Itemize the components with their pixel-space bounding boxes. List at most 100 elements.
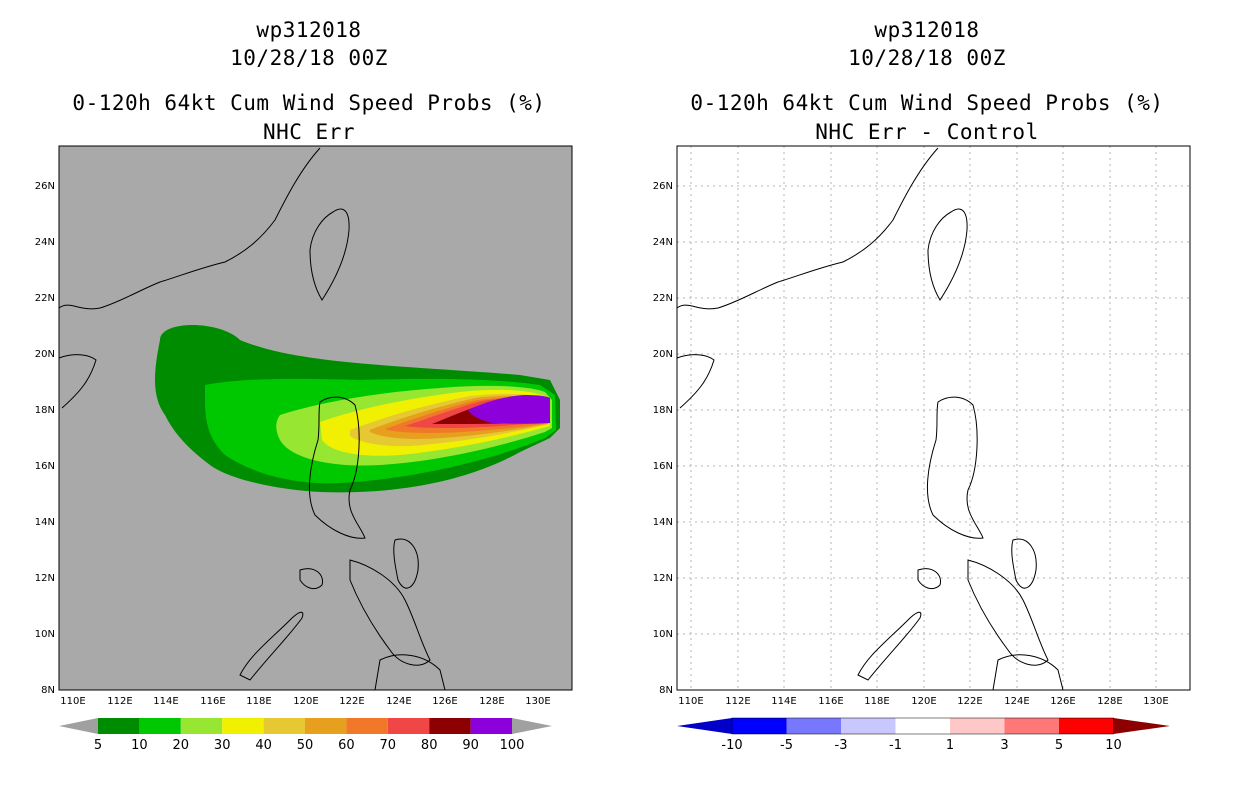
colorbar-label: 90 — [462, 738, 479, 752]
colorbar-outline — [731, 717, 1114, 735]
lon-label: 122E — [339, 696, 364, 707]
left-title-product: 0-120h 64kt Cum Wind Speed Probs (%) — [72, 91, 546, 115]
colorbar-label: 70 — [380, 738, 397, 752]
lat-label: 18N — [35, 405, 55, 416]
hainan-vietnam-coast — [58, 354, 97, 409]
colorbar-cell — [786, 718, 841, 734]
colorbar-label: 10 — [1105, 738, 1122, 752]
left-probability-contours — [155, 325, 560, 493]
lon-label: 114E — [771, 696, 796, 707]
colorbar-label: 20 — [173, 738, 190, 752]
colorbar-label: 10 — [131, 738, 148, 752]
colorbar-label: 40 — [255, 738, 272, 752]
colorbar-end-triangle — [1113, 718, 1170, 734]
lat-label: 16N — [653, 461, 673, 472]
colorbar-label: -5 — [780, 738, 793, 752]
hainan-vietnam-coast — [676, 354, 715, 409]
left-colorbar-cells — [98, 718, 512, 734]
lat-label: 14N — [653, 517, 673, 528]
lon-label: 126E — [1050, 696, 1075, 707]
taiwan — [309, 208, 350, 301]
lon-label: 130E — [1143, 696, 1168, 707]
china-coast — [58, 147, 321, 310]
lat-label: 26N — [653, 181, 673, 192]
left-title-subtitle: NHC Err — [262, 120, 355, 144]
lon-label: 110E — [60, 696, 85, 707]
right-title-product: 0-120h 64kt Cum Wind Speed Probs (%) — [690, 91, 1164, 115]
left-colorbar-labels: 5 10 20 30 40 50 60 70 80 90 100 — [94, 738, 525, 752]
lat-label: 12N — [35, 573, 55, 584]
left-title-date: 10/28/18 00Z — [230, 46, 388, 70]
taiwan — [927, 208, 968, 301]
colorbar-cell — [263, 718, 305, 734]
right-map: 8N 10N 12N 14N 16N 18N 20N 22N 24N 26N 1… — [653, 145, 1191, 707]
colorbar-cell — [732, 718, 787, 734]
lon-label: 114E — [153, 696, 178, 707]
colorbar-cell — [470, 718, 512, 734]
left-lat-labels: 8N 10N 12N 14N 16N 18N 20N 22N 24N 26N — [35, 181, 55, 696]
colorbar-cell — [950, 718, 1005, 734]
right-colorbar-cells — [732, 718, 1114, 734]
right-gridlines — [677, 146, 1190, 690]
palawan — [239, 611, 304, 681]
mindoro — [917, 568, 942, 590]
china-coast — [676, 147, 939, 310]
colorbar-cell — [1004, 718, 1059, 734]
left-lon-labels: 110E 112E 114E 116E 118E 120E 122E 124E … — [60, 696, 550, 707]
lon-label: 128E — [1097, 696, 1122, 707]
colorbar-cell — [180, 718, 223, 734]
lat-label: 16N — [35, 461, 55, 472]
lon-label: 124E — [386, 696, 411, 707]
lat-label: 22N — [653, 293, 673, 304]
lon-label: 130E — [525, 696, 550, 707]
mindanao — [992, 654, 1064, 691]
colorbar-label: 50 — [297, 738, 314, 752]
colorbar-label: 100 — [500, 738, 525, 752]
lon-label: 118E — [864, 696, 889, 707]
lat-label: 10N — [653, 629, 673, 640]
samar-leyte — [1011, 538, 1037, 589]
colorbar-label: 5 — [94, 738, 102, 752]
colorbar-start-triangle — [677, 718, 732, 734]
visayas — [349, 559, 431, 666]
lat-label: 20N — [653, 349, 673, 360]
colorbar-label: 60 — [338, 738, 355, 752]
right-map-frame — [676, 145, 1191, 691]
lat-label: 10N — [35, 629, 55, 640]
lon-label: 112E — [725, 696, 750, 707]
right-title-date: 10/28/18 00Z — [848, 46, 1006, 70]
luzon — [927, 396, 984, 539]
colorbar-cell — [98, 718, 140, 734]
colorbar-label: 5 — [1055, 738, 1063, 752]
lat-label: 8N — [659, 685, 673, 696]
lat-label: 20N — [35, 349, 55, 360]
left-map-frame — [58, 145, 573, 691]
colorbar-cell — [346, 718, 388, 734]
colorbar-cell — [387, 718, 430, 734]
right-colorbar-labels: -10 -5 -3 -1 1 3 5 10 — [721, 738, 1121, 752]
colorbar-label: 30 — [214, 738, 231, 752]
mindanao — [374, 654, 446, 691]
lat-label: 8N — [41, 685, 55, 696]
left-coastlines — [58, 147, 446, 691]
samar-leyte — [393, 538, 419, 589]
lat-label: 24N — [35, 237, 55, 248]
colorbar-label: -1 — [889, 738, 902, 752]
right-title-subtitle: NHC Err - Control — [815, 120, 1039, 144]
colorbar-cell — [222, 718, 264, 734]
lat-label: 18N — [653, 405, 673, 416]
colorbar-cell — [1059, 718, 1114, 734]
lat-label: 14N — [35, 517, 55, 528]
lon-label: 118E — [246, 696, 271, 707]
left-panel: wp312018 10/28/18 00Z 0-120h 64kt Cum Wi… — [35, 18, 573, 752]
lon-label: 112E — [107, 696, 132, 707]
palawan — [857, 611, 922, 681]
left-map: 8N 10N 12N 14N 16N 18N 20N 22N 24N 26N 1… — [35, 145, 573, 707]
lat-label: 24N — [653, 237, 673, 248]
colorbar-start-triangle — [59, 718, 98, 734]
right-panel: wp312018 10/28/18 00Z 0-120h 64kt Cum Wi… — [618, 0, 1236, 800]
lon-label: 120E — [911, 696, 936, 707]
colorbar-label: -10 — [721, 738, 742, 752]
colorbar-cell — [429, 718, 471, 734]
lon-label: 120E — [293, 696, 318, 707]
